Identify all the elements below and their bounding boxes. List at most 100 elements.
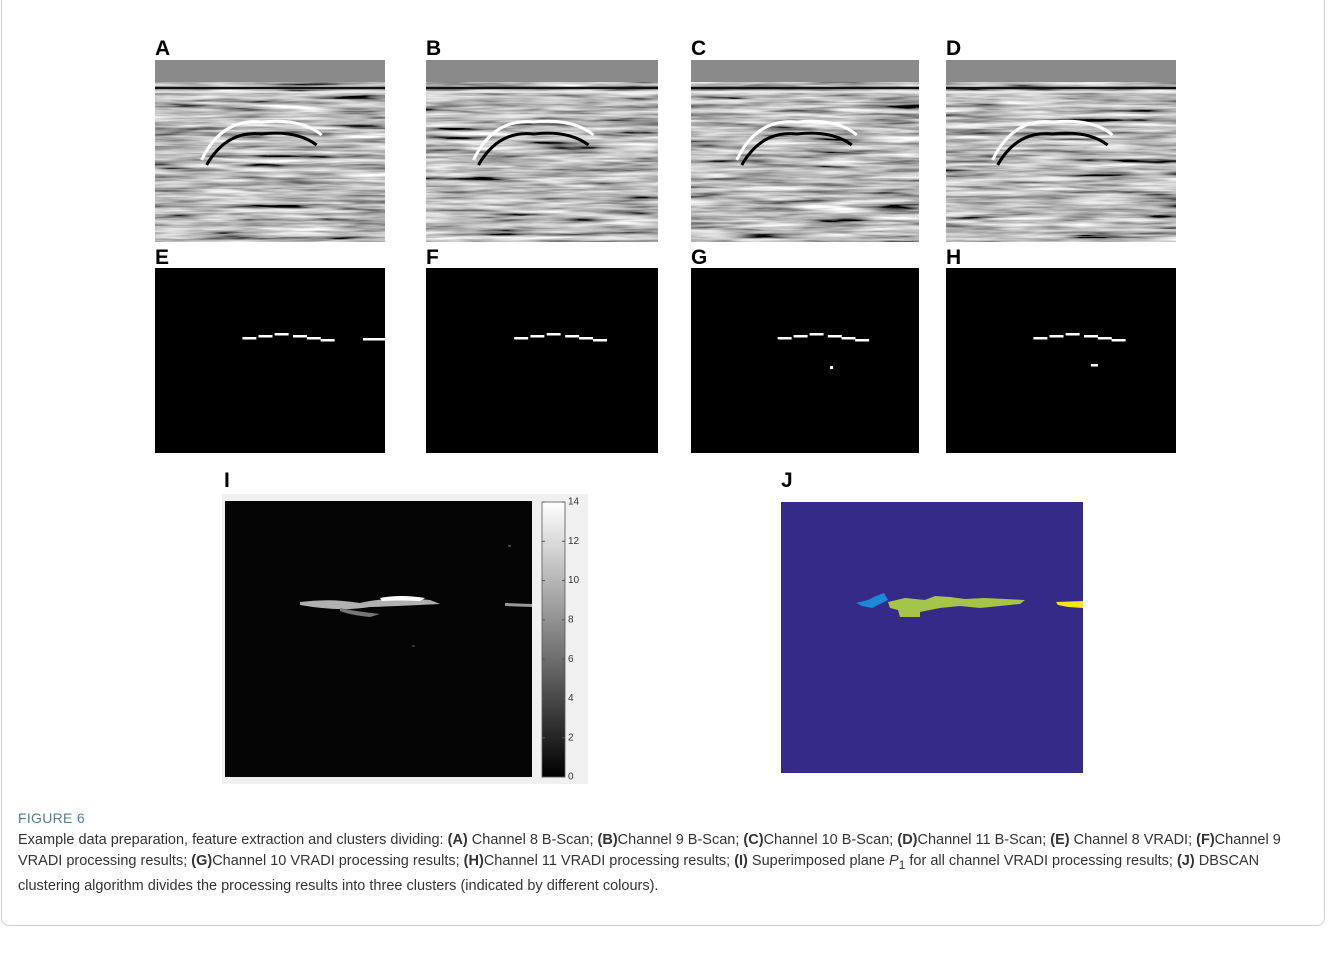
- colorbar-tick-label: 8: [568, 614, 574, 625]
- colorbar: [541, 501, 566, 778]
- binary-pixel: [855, 339, 870, 342]
- binary-pixel: [1084, 335, 1098, 338]
- caption-normal: Example data preparation, feature extrac…: [18, 832, 448, 848]
- binary-pixel: [579, 337, 594, 340]
- b-scan: [426, 60, 658, 242]
- binary-image: [426, 268, 658, 453]
- binary-pixel: [1065, 333, 1080, 336]
- binary-pixel: [827, 335, 842, 338]
- hyperbola: [996, 131, 1109, 166]
- binary-pixel: [830, 366, 834, 369]
- hyperbola: [472, 119, 595, 161]
- panel-letter: B: [426, 37, 441, 60]
- hyperbola: [205, 131, 318, 166]
- caption-bold: (J): [1176, 853, 1195, 869]
- caption-bold: (I): [734, 853, 748, 869]
- colorbar-tick-label: 12: [568, 536, 580, 547]
- caption-bold: (G): [191, 853, 213, 869]
- caption-normal: Superimposed plane: [747, 853, 889, 869]
- caption-bold: (D): [897, 832, 918, 848]
- panel-letter: E: [155, 246, 169, 269]
- binary-pixel: [1097, 337, 1112, 340]
- binary-pixel: [258, 335, 273, 338]
- binary-pixel: [793, 335, 808, 338]
- panel-letter: H: [946, 246, 961, 269]
- binary-pixel: [363, 338, 385, 341]
- caption-bold: (H): [463, 853, 484, 869]
- caption-normal: DBSCAN clustering algorithm divides the …: [18, 853, 1260, 894]
- hyperbola: [740, 131, 853, 166]
- caption-normal: Channel 11 B-Scan;: [917, 832, 1051, 848]
- surface-band: [691, 60, 919, 82]
- binary-pixel: [809, 333, 824, 336]
- colorbar-tick-label: 2: [568, 732, 574, 743]
- panel-letter: J: [781, 469, 793, 492]
- caption-bold: (E): [1050, 832, 1070, 848]
- b-scans: [155, 60, 1176, 242]
- caption-normal: Channel 8 B-Scan;: [467, 832, 598, 848]
- binary-pixel: [530, 335, 545, 338]
- binary-image: [946, 268, 1176, 453]
- caption-normal: Channel 11 VRADI processing results;: [483, 853, 735, 869]
- surface-band: [155, 60, 385, 82]
- b-scan: [946, 60, 1176, 242]
- superimposed-plane: [225, 501, 532, 777]
- caption-normal: Channel 10 VRADI processing results;: [212, 853, 464, 869]
- panel-letter: F: [426, 246, 439, 269]
- clusters: [856, 593, 1083, 617]
- figure-caption: Example data preparation, feature extrac…: [18, 830, 1310, 897]
- panel-letters: A B C D E F G H I J: [155, 37, 961, 492]
- binary-pixel: [306, 337, 321, 340]
- colorbar-ticks: 0 2 4 6 8 10 12 14: [542, 497, 580, 783]
- binary-image: [691, 268, 919, 453]
- colorbar-tick-label: 0: [568, 772, 574, 783]
- binary-pixel: [242, 337, 257, 340]
- b-scan: [155, 60, 385, 242]
- colorbar-tick-label: 4: [568, 693, 574, 704]
- colorbar-tick-label: 6: [568, 654, 574, 665]
- caption-normal: Channel 9 VRADI processing results;: [18, 832, 1281, 869]
- binary-images: [155, 268, 1176, 453]
- binary-pixel: [293, 335, 307, 338]
- caption-bold: (C): [743, 832, 764, 848]
- caption-normal: Channel 8 VRADI;: [1069, 832, 1197, 848]
- binary-pixel: [777, 337, 792, 340]
- binary-pixel: [274, 333, 289, 336]
- panel-letter: I: [224, 469, 230, 492]
- binary-pixel: [320, 339, 335, 342]
- surface-band: [946, 60, 1176, 82]
- figure-frame: [1, 0, 1325, 926]
- binary-pixel: [841, 337, 856, 340]
- hyperbola: [991, 119, 1114, 161]
- caption-bold: (F): [1196, 832, 1215, 848]
- binary-pixel: [565, 335, 580, 338]
- caption-normal: Channel 10 B-Scan;: [763, 832, 898, 848]
- caption-bold: (B): [597, 832, 618, 848]
- b-scan: [691, 60, 919, 242]
- binary-pixel: [1111, 339, 1126, 342]
- caption-sub: 1: [898, 857, 906, 872]
- panel-letter: A: [155, 37, 170, 60]
- figure-image: 0 2 4 6 8 10 12 14 A B C D E F G H I J: [155, 37, 1176, 784]
- hyperbola: [200, 119, 323, 161]
- binary-pixel: [1033, 337, 1048, 340]
- hyperbola: [735, 119, 858, 161]
- colorbar-tick-label: 14: [568, 497, 580, 508]
- binary-pixel: [514, 337, 529, 340]
- colorbar-tick-label: 10: [568, 575, 580, 586]
- panel-letter: D: [946, 37, 961, 60]
- binary-pixel: [546, 333, 561, 336]
- binary-pixel: [593, 339, 608, 342]
- binary-image: [155, 268, 385, 453]
- caption-normal: Channel 9 B-Scan;: [617, 832, 744, 848]
- cluster-plane: [781, 502, 1083, 773]
- hyperbola: [477, 131, 590, 166]
- panel-letter: G: [691, 246, 707, 269]
- binary-pixel: [1049, 335, 1064, 338]
- panel-letter: C: [691, 37, 706, 60]
- figure-label: FIGURE 6: [18, 810, 85, 826]
- caption-bold: (A): [447, 832, 468, 848]
- binary-pixel: [1090, 364, 1098, 367]
- caption-normal: for all channel VRADI processing results…: [905, 853, 1177, 869]
